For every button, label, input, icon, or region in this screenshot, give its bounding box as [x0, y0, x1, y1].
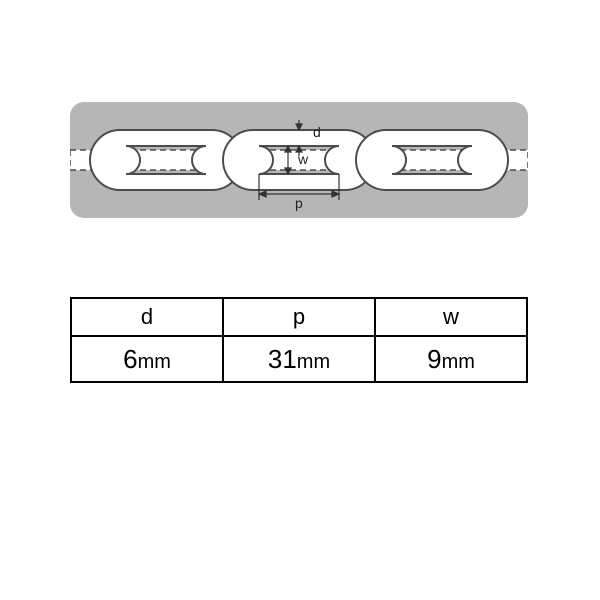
- col-header-p: p: [223, 298, 375, 336]
- label-w: w: [297, 151, 309, 167]
- table-header-row: d p w: [71, 298, 527, 336]
- col-header-d: d: [71, 298, 223, 336]
- dimensions-table: d p w 6mm 31mm 9mm: [70, 297, 528, 383]
- chain-dimension-diagram: d w p: [70, 102, 528, 218]
- label-p: p: [295, 195, 303, 211]
- col-header-w: w: [375, 298, 527, 336]
- table-row: 6mm 31mm 9mm: [71, 336, 527, 382]
- chain-svg: d w p: [70, 102, 528, 218]
- cell-d: 6mm: [71, 336, 223, 382]
- label-d: d: [313, 124, 321, 140]
- cell-w: 9mm: [375, 336, 527, 382]
- cell-p: 31mm: [223, 336, 375, 382]
